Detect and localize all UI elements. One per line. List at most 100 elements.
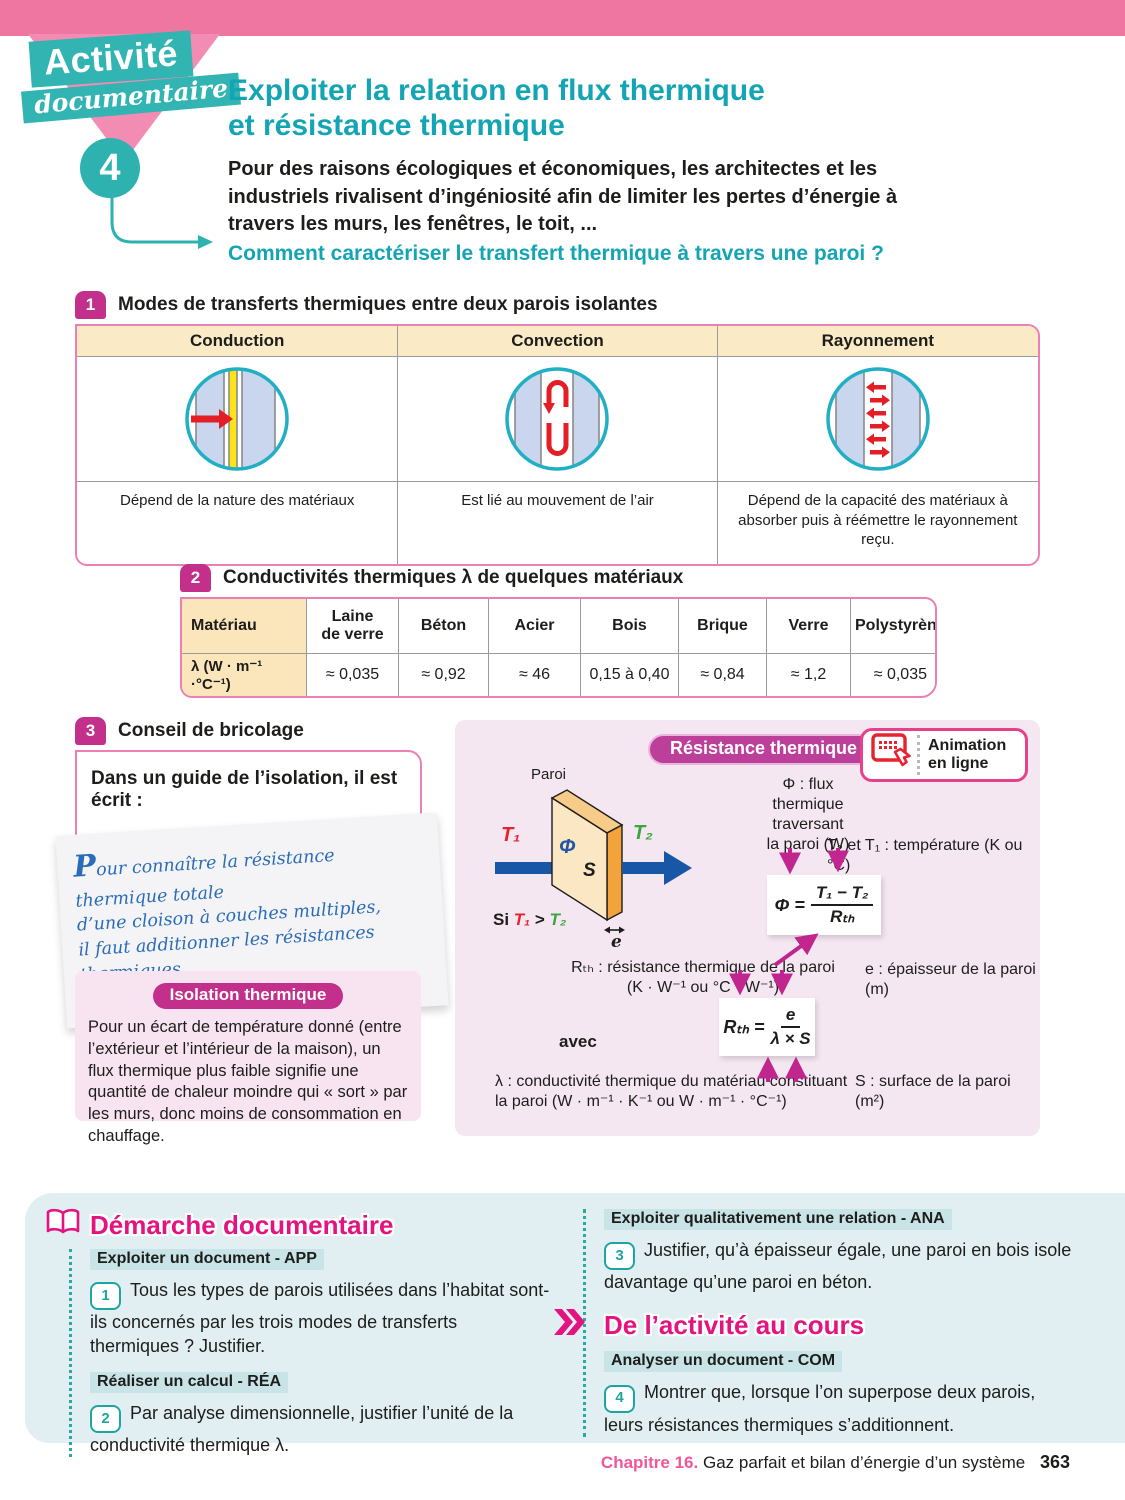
questions-left-column: Démarche documentaire Exploiter un docum… xyxy=(45,1207,550,1470)
skill-badge: Exploiter qualitativement une relation -… xyxy=(604,1209,952,1230)
doc2-title: Conductivités thermiques λ de quelques m… xyxy=(223,567,684,588)
doc2-value: ≈ 0,84 xyxy=(678,654,766,696)
questions-right-column: Exploiter qualitativement une relation -… xyxy=(554,1203,1120,1450)
doc3-header: 3 Conseil de bricolage xyxy=(75,717,422,745)
questions-section: Démarche documentaire Exploiter un docum… xyxy=(25,1193,1125,1458)
doc2-row-header: Matériau xyxy=(182,599,306,654)
doc2-value: 0,15 à 0,40 xyxy=(580,654,678,696)
tablet-hand-icon xyxy=(869,731,911,780)
doc2-value: ≈ 0,92 xyxy=(398,654,488,696)
question-item: 4 Montrer que, lorsque l’on superpose deu… xyxy=(604,1380,1074,1436)
animation-en-ligne-button[interactable]: Animation en ligne xyxy=(860,728,1028,782)
condition-label: Si T₁ > T₂ xyxy=(493,910,567,929)
doc2-material: Bois xyxy=(580,599,678,654)
e-description: e : épaisseur de la paroi (m) xyxy=(865,961,1036,998)
doc1-table: Conduction Convection Rayonnement xyxy=(75,324,1040,566)
page-number: 363 xyxy=(1039,1452,1070,1472)
doc2-material: Acier xyxy=(488,599,580,654)
chapter-title: Gaz parfait et bilan d’énergie d’un syst… xyxy=(702,1453,1026,1472)
doc1-caption: Est lié au mouvement de l’air xyxy=(397,481,718,564)
phi-label: Φ xyxy=(559,836,576,858)
question-item: 2 Par analyse dimensionnelle, justifier l… xyxy=(90,1401,550,1457)
question-item: 3 Justifier, qu’à épaisseur égale, une pa… xyxy=(604,1238,1074,1294)
doc2-value: ≈ 0,035 xyxy=(850,654,935,696)
doc2-material: Polystyrène xyxy=(850,599,935,654)
isolation-title-pill: Isolation thermique xyxy=(152,983,344,1009)
doc2-material: Brique xyxy=(678,599,766,654)
intro-paragraph: Pour des raisons écologiques et économiq… xyxy=(228,158,898,236)
doc2-material: Laine de verre xyxy=(306,599,398,654)
skill-badge: Exploiter un document - APP xyxy=(90,1249,324,1270)
question-item: 1 Tous les types de parois utilisées dans… xyxy=(90,1278,550,1359)
activite-au-cours-heading: De l’activité au cours xyxy=(554,1309,1120,1341)
doc2-value: ≈ 46 xyxy=(488,654,580,696)
doc3-intro: Dans un guide de l’isolation, il est écr… xyxy=(91,768,398,811)
doc1-caption: Dépend de la nature des matériaux xyxy=(77,481,398,564)
question-number-badge: 4 xyxy=(604,1384,635,1413)
question-text: Justifier, qu’à épaisseur égale, une par… xyxy=(604,1240,1072,1293)
skill-badge: Réaliser un calcul - RÉA xyxy=(90,1371,289,1393)
question-number-badge: 2 xyxy=(90,1404,121,1433)
doc2-value: ≈ 1,2 xyxy=(766,654,850,696)
activity-number-badge: 4 xyxy=(80,138,140,198)
guiding-question: Comment caractériser le transfert thermi… xyxy=(228,242,884,265)
doc1-header: 1 Modes de transferts thermiques entre d… xyxy=(75,291,1040,319)
paroi-diagram xyxy=(495,789,692,934)
connector-arrow-icon xyxy=(110,196,213,249)
open-book-icon xyxy=(45,1207,81,1243)
top-pink-band xyxy=(0,0,1125,36)
t1-label: T₁ xyxy=(501,824,521,846)
doc2-material: Verre xyxy=(766,599,850,654)
doc2-unit-label: λ (W · m⁻¹ ·°C⁻¹) xyxy=(182,654,306,696)
doc2-header: 2 Conductivités thermiques λ de quelques… xyxy=(180,564,937,592)
doc3-number-badge: 3 xyxy=(75,717,106,745)
doc1-col-header: Convection xyxy=(397,326,718,357)
question-number-badge: 3 xyxy=(604,1242,635,1271)
convection-diagram xyxy=(397,357,718,481)
panel-title-pill: Résistance thermique xyxy=(648,734,880,765)
questions-left-content: Exploiter un document - APP 1 Tous les ty… xyxy=(69,1249,550,1458)
doc2-value: ≈ 0,035 xyxy=(306,654,398,696)
rth-description: Rₜₕ : résistance thermique de la paroi (… xyxy=(571,959,835,996)
animation-label: Animation en ligne xyxy=(928,737,1007,772)
doc3-block: 3 Conseil de bricolage Dans un guide de … xyxy=(55,717,449,1029)
rayonnement-diagram xyxy=(718,357,1038,481)
e-label: e xyxy=(611,932,622,952)
avec-label: avec xyxy=(559,1032,597,1051)
quote-dropcap: P xyxy=(72,848,98,885)
doc3-title: Conseil de bricolage xyxy=(118,720,304,741)
doc1-caption: Dépend de la capacité des matériaux à ab… xyxy=(717,481,1038,564)
formula-flux: Φ = T₁ − T₂ Rₜₕ xyxy=(767,875,881,935)
s-description: S : surface de la paroi (m²) xyxy=(855,1073,1011,1110)
t2-label: T₂ xyxy=(633,822,653,844)
doc1-col-header: Rayonnement xyxy=(717,326,1038,357)
question-number-badge: 1 xyxy=(90,1282,121,1311)
lambda-description: λ : conductivité thermique du matériau c… xyxy=(495,1073,848,1110)
paroi-label: Paroi xyxy=(531,766,567,783)
skill-badge: Analyser un document - COM xyxy=(604,1351,843,1373)
phi-description: Φ : flux thermique traversant la paroi (… xyxy=(766,776,850,853)
s-label: S xyxy=(583,860,596,881)
resistance-panel: Résistance thermique Animation en ligne xyxy=(455,720,1040,1136)
doc3-box: Dans un guide de l’isolation, il est écr… xyxy=(55,750,449,1029)
doc1-block: 1 Modes de transferts thermiques entre d… xyxy=(75,291,1040,566)
doc1-title: Modes de transferts thermiques entre deu… xyxy=(118,294,658,315)
question-text: Tous les types de parois utilisées dans … xyxy=(90,1280,550,1357)
doc2-block: 2 Conductivités thermiques λ de quelques… xyxy=(180,564,937,698)
questions-right-content: Exploiter qualitativement une relation -… xyxy=(554,1209,1120,1437)
doc2-table: Matériau Laine de verre Béton Acier Bois… xyxy=(180,597,937,698)
doc2-material: Béton xyxy=(398,599,488,654)
page-footer: Chapitre 16. Gaz parfait et bilan d’éner… xyxy=(0,1452,1070,1473)
question-text: Par analyse dimensionnelle, justifier l’… xyxy=(90,1402,514,1455)
chapter-number: Chapitre 16. xyxy=(600,1453,699,1472)
double-chevron-icon xyxy=(552,1308,586,1343)
doc2-number-badge: 2 xyxy=(180,564,211,592)
isolation-box: Isolation thermique Pour un écart de tem… xyxy=(75,971,421,1145)
conduction-diagram xyxy=(77,357,397,481)
badge-separator xyxy=(917,735,920,775)
doc1-number-badge: 1 xyxy=(75,291,106,319)
page-title: Exploiter la relation en flux thermique … xyxy=(228,74,765,142)
isolation-body: Pour un écart de température donné (entr… xyxy=(88,1018,408,1145)
